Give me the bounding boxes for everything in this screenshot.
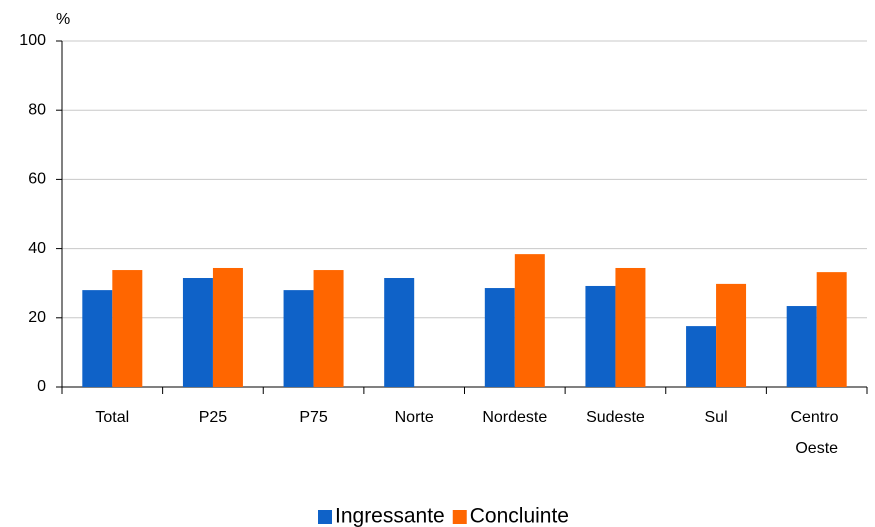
y-tick-label: 0 bbox=[37, 378, 46, 395]
x-tick-label: Sul bbox=[705, 409, 728, 426]
bar bbox=[484, 288, 515, 387]
x-tick-label: Total bbox=[95, 409, 129, 426]
y-axis-label: % bbox=[56, 11, 70, 28]
x-tick-label: P75 bbox=[299, 409, 328, 426]
legend-label: Concluinte bbox=[470, 505, 569, 527]
legend-label: Ingressante bbox=[335, 505, 445, 527]
y-tick-label: 20 bbox=[28, 309, 46, 326]
legend: Ingressante Concluinte bbox=[318, 505, 569, 527]
y-tick-label: 100 bbox=[19, 32, 46, 49]
bar bbox=[514, 254, 545, 387]
y-tick-label: 40 bbox=[28, 240, 46, 257]
bar bbox=[686, 326, 717, 387]
bar bbox=[786, 306, 817, 387]
x-tick-label: Nordeste bbox=[482, 409, 547, 426]
bar bbox=[384, 278, 415, 387]
legend-swatch bbox=[452, 510, 467, 524]
bar bbox=[212, 267, 243, 387]
y-tick-label: 60 bbox=[28, 171, 46, 188]
bar bbox=[585, 285, 616, 387]
legend-swatch bbox=[318, 510, 332, 524]
bar bbox=[615, 267, 646, 387]
bar bbox=[82, 290, 113, 387]
x-tick-label: P25 bbox=[199, 409, 228, 426]
bar bbox=[313, 270, 344, 387]
bar bbox=[716, 283, 747, 387]
x-tick-label: Sudeste bbox=[586, 409, 645, 426]
bar bbox=[182, 278, 213, 387]
y-tick-label: 80 bbox=[28, 101, 46, 118]
bar bbox=[112, 270, 143, 387]
x-tick-label: Centro Oeste bbox=[790, 409, 842, 457]
bar bbox=[816, 272, 847, 387]
bar bbox=[283, 290, 314, 387]
x-tick-label: Norte bbox=[395, 409, 434, 426]
